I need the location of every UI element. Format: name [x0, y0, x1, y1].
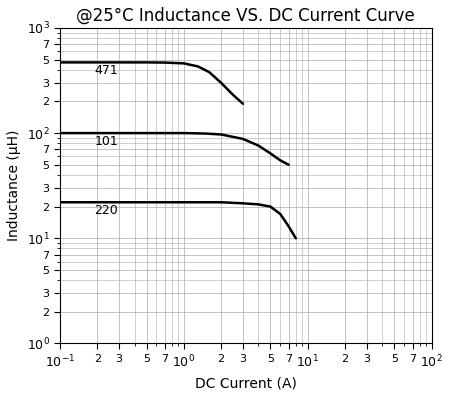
X-axis label: DC Current (A): DC Current (A) [195, 376, 297, 390]
Y-axis label: Inductance (μH): Inductance (μH) [7, 130, 21, 241]
Text: 101: 101 [94, 135, 118, 148]
Text: 220: 220 [94, 204, 118, 217]
Text: 471: 471 [94, 64, 118, 77]
Title: @25°C Inductance VS. DC Current Curve: @25°C Inductance VS. DC Current Curve [76, 7, 415, 25]
